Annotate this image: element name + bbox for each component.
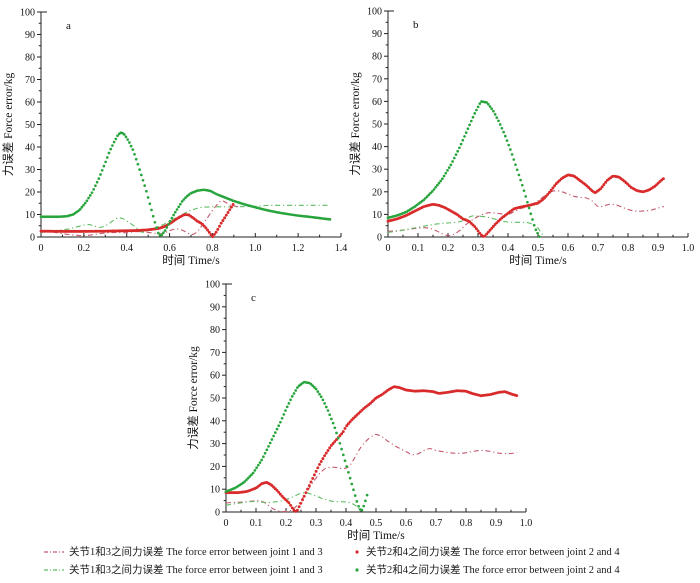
y-tick-label: 60 [25, 98, 35, 109]
x-tick-label: 0.7 [592, 243, 605, 254]
x-tick-label: 0.8 [206, 243, 219, 254]
y-tick-label: 100 [205, 280, 220, 291]
y-tick-label: 20 [25, 188, 35, 199]
y-tick-label: 30 [210, 439, 220, 450]
x-tick-label: 0.5 [532, 243, 545, 254]
y-axis-label: 力误差 Force error/kg [1, 73, 15, 177]
y-tick-label: 90 [25, 30, 35, 41]
legend-item-joint-2-4-red: 关节2和4之间力误差 The force error between joint… [353, 544, 620, 559]
dot-marker [353, 548, 361, 556]
y-tick-label: 90 [210, 302, 220, 313]
y-axis-label: 力误差 Force error/kg [348, 72, 362, 176]
y-tick-label: 90 [372, 29, 382, 40]
legend-label: 关节1和3之间力误差 The force error between joint… [69, 547, 323, 558]
y-axis-label: 力误差 Force error/kg [186, 346, 200, 450]
y-tick-label: 50 [25, 120, 35, 131]
x-axis-label: 时间 Time/s [347, 529, 405, 542]
x-tick-label: 0.2 [280, 518, 293, 529]
legend-item-joint-2-4-green: 关节2和4之间力误差 The force error between joint… [353, 562, 620, 577]
y-tick-label: 80 [210, 325, 220, 336]
panel-letter: a [66, 20, 71, 32]
x-tick-label: 0.5 [370, 518, 383, 529]
y-tick-label: 50 [372, 120, 382, 131]
series-force-error-joint-1-3-green [225, 492, 362, 512]
x-tick-label: 0.7 [430, 518, 443, 529]
x-tick-label: 0.8 [622, 243, 635, 254]
y-tick-label: 60 [372, 97, 382, 108]
chart-c: 0 0.1 0.2 0.3 0.4 0.5 0.6 0.7 0.8 0.9 1.0 0 10 20 30 40… [186, 280, 532, 543]
x-tick-label: 0.3 [472, 243, 485, 254]
y-tick-label: 70 [372, 74, 382, 85]
series-force-error-joint-2-4-red [386, 173, 665, 238]
x-axis-label: 时间 Time/s [162, 254, 220, 267]
y-tick-label: 0 [30, 233, 35, 244]
chart-b: 0 0.1 0.2 0.3 0.4 0.5 0.6 0.7 0.8 0.9 1.0 0 10 20 30 40… [348, 7, 694, 268]
y-tick-label: 40 [25, 143, 35, 154]
legend-label: 关节1和3之间力误差 The force error between joint… [69, 565, 323, 576]
dashdot-line-marker [44, 566, 64, 574]
y-tick-label: 30 [25, 165, 35, 176]
y-tick-label: 40 [210, 416, 220, 427]
y-tick-label: 20 [210, 462, 220, 473]
y-tick-label: 80 [25, 53, 35, 64]
series-force-error-joint-1-3-green [387, 215, 545, 237]
x-tick-label: 0.4 [502, 243, 515, 254]
x-tick-label: 0.9 [652, 243, 665, 254]
y-tick-label: 40 [372, 142, 382, 153]
series-force-error-joint-1-3-red [225, 433, 518, 513]
legend-item-joint-1-3-green: 关节1和3之间力误差 The force error between joint… [44, 562, 323, 577]
series-force-error-joint-2-4-red [39, 202, 235, 239]
y-tick-label: 100 [367, 7, 382, 18]
legend-label: 关节2和4之间力误差 The force error between joint… [366, 565, 620, 576]
panel-letter: b [413, 19, 419, 31]
series-force-error-joint-2-4-green [224, 380, 369, 512]
y-tick-label: 70 [25, 75, 35, 86]
dot-marker [353, 566, 361, 574]
y-tick-label: 60 [210, 371, 220, 382]
x-tick-label: 0.1 [412, 243, 425, 254]
x-tick-label: 0.6 [400, 518, 413, 529]
y-tick-label: 100 [20, 8, 35, 19]
x-tick-label: 1.4 [335, 243, 348, 254]
series-force-error-joint-2-4-red [224, 385, 519, 513]
series-force-error-joint-1-3-green [40, 204, 331, 234]
legend-label: 关节2和4之间力误差 The force error between joint… [366, 547, 620, 558]
series-force-error-joint-2-4-green [386, 100, 541, 238]
x-tick-label: 1.0 [682, 243, 695, 254]
dashdot-line-marker [44, 548, 64, 556]
y-tick-label: 10 [372, 210, 382, 221]
x-tick-label: 0.2 [78, 243, 91, 254]
panel-letter: c [251, 292, 256, 304]
x-tick-label: 0.8 [460, 518, 473, 529]
x-tick-label: 1.2 [292, 243, 305, 254]
legend-item-joint-1-3-red: 关节1和3之间力误差 The force error between joint… [44, 544, 323, 559]
x-tick-label: 1.0 [249, 243, 262, 254]
y-tick-label: 10 [210, 485, 220, 496]
y-tick-label: 80 [372, 52, 382, 63]
y-tick-label: 70 [210, 348, 220, 359]
x-tick-label: 0 [386, 243, 391, 254]
x-tick-label: 0.4 [340, 518, 353, 529]
y-tick-label: 30 [372, 165, 382, 176]
y-tick-label: 0 [215, 508, 220, 519]
x-tick-label: 0.9 [490, 518, 503, 529]
y-tick-label: 20 [372, 187, 382, 198]
y-tick-label: 0 [377, 233, 382, 244]
x-tick-label: 0 [224, 518, 229, 529]
x-axis-label: 时间 Time/s [509, 254, 567, 267]
y-tick-label: 10 [25, 210, 35, 221]
x-tick-label: 1.0 [520, 518, 533, 529]
x-tick-label: 0.6 [163, 243, 176, 254]
x-tick-label: 0.4 [120, 243, 133, 254]
x-tick-label: 0.2 [442, 243, 455, 254]
x-tick-label: 0.3 [310, 518, 323, 529]
y-tick-label: 50 [210, 394, 220, 405]
x-tick-label: 0 [39, 243, 44, 254]
chart-a: 0 0.2 0.4 0.6 0.8 1.0 1.2 1.4 0 10 20 30 40 50 60 70 80 9… [1, 8, 347, 268]
series-force-error-joint-2-4-green [39, 131, 332, 237]
x-tick-label: 0.1 [250, 518, 263, 529]
x-tick-label: 0.6 [562, 243, 575, 254]
